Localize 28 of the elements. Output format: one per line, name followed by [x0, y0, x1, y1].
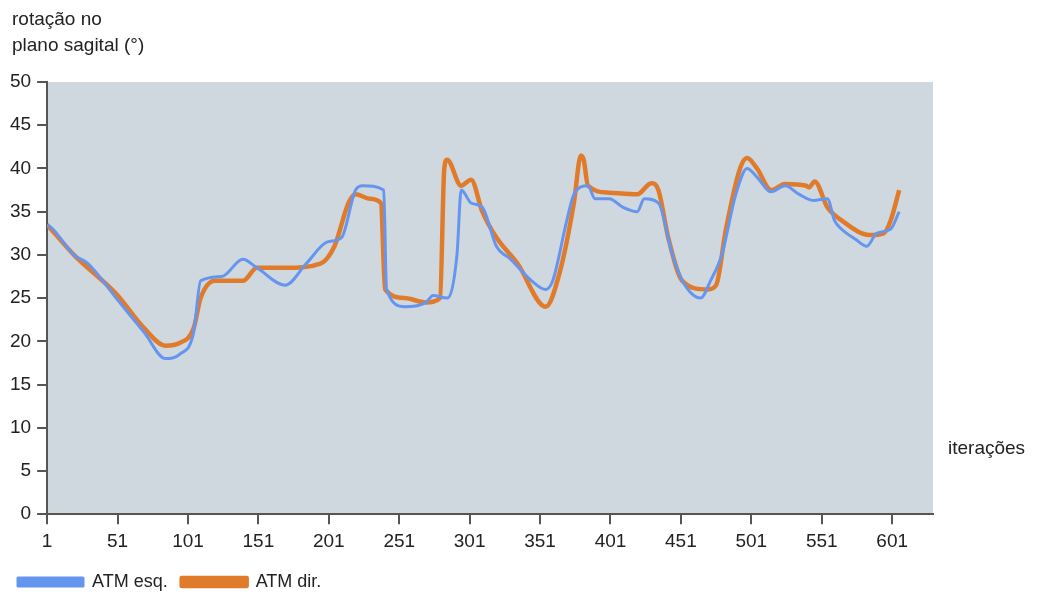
y-tick-label: 0	[20, 502, 32, 524]
x-tick-label: 501	[735, 529, 768, 551]
x-tick-label: 101	[172, 529, 204, 551]
x-tick-label: 401	[594, 529, 627, 551]
x-axis-title: iterações	[948, 437, 1026, 459]
legend-label: ATM dir.	[255, 570, 322, 591]
x-tick-label: 151	[242, 529, 275, 551]
y-tick-label: 40	[9, 156, 32, 178]
y-tick-label: 45	[9, 113, 32, 135]
y-tick-label: 10	[9, 415, 32, 437]
x-tick-label: 451	[665, 529, 697, 551]
x-tick-label: 551	[805, 529, 838, 551]
y-axis-title: rotação no plano sagital (°)	[12, 7, 145, 57]
y-tick-label: 25	[9, 286, 32, 308]
y-tick-label: 5	[20, 459, 32, 481]
y-tick-label: 30	[9, 243, 32, 265]
x-tick-label: 51	[106, 529, 129, 551]
y-tick-label: 50	[9, 70, 32, 92]
x-tick-label: 301	[453, 529, 486, 551]
x-tick-label: 251	[383, 529, 416, 551]
legend-label: ATM esq.	[92, 570, 168, 591]
y-tick-label: 15	[9, 372, 32, 394]
x-tick-label: 351	[524, 529, 556, 551]
x-tick-label: 601	[876, 529, 909, 551]
x-tick-label: 201	[312, 529, 345, 551]
y-tick-label: 20	[9, 329, 32, 351]
y-tick-label: 35	[9, 199, 32, 221]
x-tick-label: 1	[41, 529, 53, 551]
